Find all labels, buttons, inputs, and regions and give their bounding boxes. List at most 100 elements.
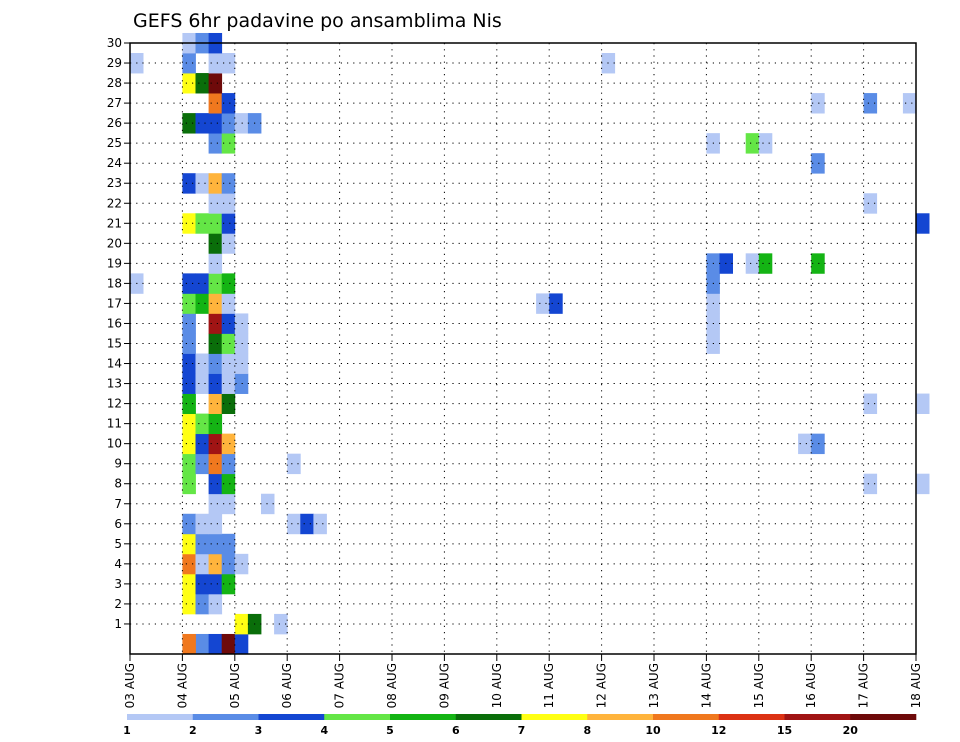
heatmap-cell [863,393,878,414]
colorbar-swatch [192,714,259,720]
heatmap-cell [208,173,223,194]
heatmap-cells [130,32,930,655]
heatmap-cell [208,93,223,114]
colorbar-swatch [784,714,851,720]
x-tick-label: 18 AUG [909,663,923,708]
heatmap-cell [182,353,196,374]
heatmap-cell [182,473,196,495]
heatmap-cell [208,113,223,134]
heatmap-cell [182,293,196,314]
x-tick-label: 09 AUG [437,663,451,708]
colorbar-label: 10 [645,724,661,737]
heatmap-cell [182,53,196,74]
heatmap-cell [208,73,223,94]
heatmap-cell [208,453,223,475]
x-tick-label: 05 AUG [228,663,242,708]
heatmap-cell [195,593,209,615]
heatmap-cell [208,573,223,595]
heatmap-cell [221,233,236,254]
heatmap-cell [208,593,223,615]
heatmap-cell [182,173,196,194]
colorbar-swatch [521,714,588,720]
y-tick-label: 27 [107,96,122,110]
heatmap-cell [221,273,236,294]
x-tick-label: 13 AUG [647,663,661,708]
colorbar-swatch [324,714,391,720]
heatmap-cell [195,353,209,374]
colorbar-swatch [258,714,325,720]
heatmap-cell [549,293,563,314]
colorbar-label: 3 [255,724,263,737]
heatmap-cell [195,453,209,475]
heatmap-cell [195,413,209,435]
x-tick-label: 04 AUG [175,663,189,708]
colorbar-swatch [587,714,654,720]
x-tick-label: 03 AUG [123,663,137,708]
heatmap-cell [208,553,223,575]
colorbar-label: 2 [189,724,197,737]
heatmap-cell [916,213,930,234]
y-tick-label: 29 [107,56,122,70]
heatmap-cell [221,633,236,655]
heatmap-cell [208,313,223,334]
heatmap-cell [182,273,196,294]
heatmap-cell [208,253,223,274]
heatmap-cell [195,513,209,535]
heatmap-cell [195,273,209,294]
x-tick-label: 12 AUG [595,663,609,708]
heatmap-cell [234,373,249,394]
heatmap-cell [208,413,223,435]
colorbar-swatch [455,714,522,720]
colorbar-label: 15 [777,724,792,737]
y-tick-label: 26 [107,116,122,130]
heatmap-cell [208,373,223,394]
x-tick-label: 14 AUG [699,663,713,708]
y-tick-label: 28 [107,76,122,90]
y-tick-label: 11 [107,417,122,431]
heatmap-cell [208,53,223,74]
x-tick-label: 10 AUG [490,663,504,708]
y-tick-label: 3 [114,577,122,591]
colorbar-label: 1 [123,724,131,737]
y-tick-label: 14 [107,357,122,371]
heatmap-cell [208,493,223,515]
colorbar-swatch [127,714,194,720]
heatmap-cell [221,353,236,374]
heatmap-cell [208,533,223,555]
y-tick-label: 19 [107,256,122,270]
heatmap-cell [182,413,196,435]
heatmap-cell [221,193,236,214]
heatmap-cell [208,133,223,154]
y-tick-label: 23 [107,176,122,190]
y-tick-label: 15 [107,336,122,350]
heatmap-cell [182,513,196,535]
colorbar-swatch [653,714,720,720]
heatmap-cell [182,373,196,394]
x-tick-label: 08 AUG [385,663,399,708]
heatmap-cell [300,513,314,535]
heatmap-cell [811,433,825,455]
heatmap-cell [221,453,236,475]
heatmap-cell [745,253,760,274]
heatmap-cell [195,633,209,655]
heatmap-cell [221,213,236,234]
heatmap-cell [195,433,209,455]
y-tick-label: 2 [114,597,122,611]
heatmap-cell [195,373,209,394]
heatmap-cell [221,333,236,354]
y-tick-label: 1 [114,617,122,631]
heatmap-cell [182,593,196,615]
heatmap-cell [195,173,209,194]
x-tick-label: 16 AUG [804,663,818,708]
x-tick-label: 06 AUG [280,663,294,708]
heatmap-cell [287,453,301,475]
heatmap-cell [261,493,275,515]
heatmap-cell [195,73,209,94]
heatmap-cell [208,193,223,214]
heatmap-cell [182,573,196,595]
heatmap-cell [902,93,917,114]
heatmap-cell [234,633,249,655]
y-tick-label: 4 [114,557,122,571]
heatmap-cell [182,113,196,134]
